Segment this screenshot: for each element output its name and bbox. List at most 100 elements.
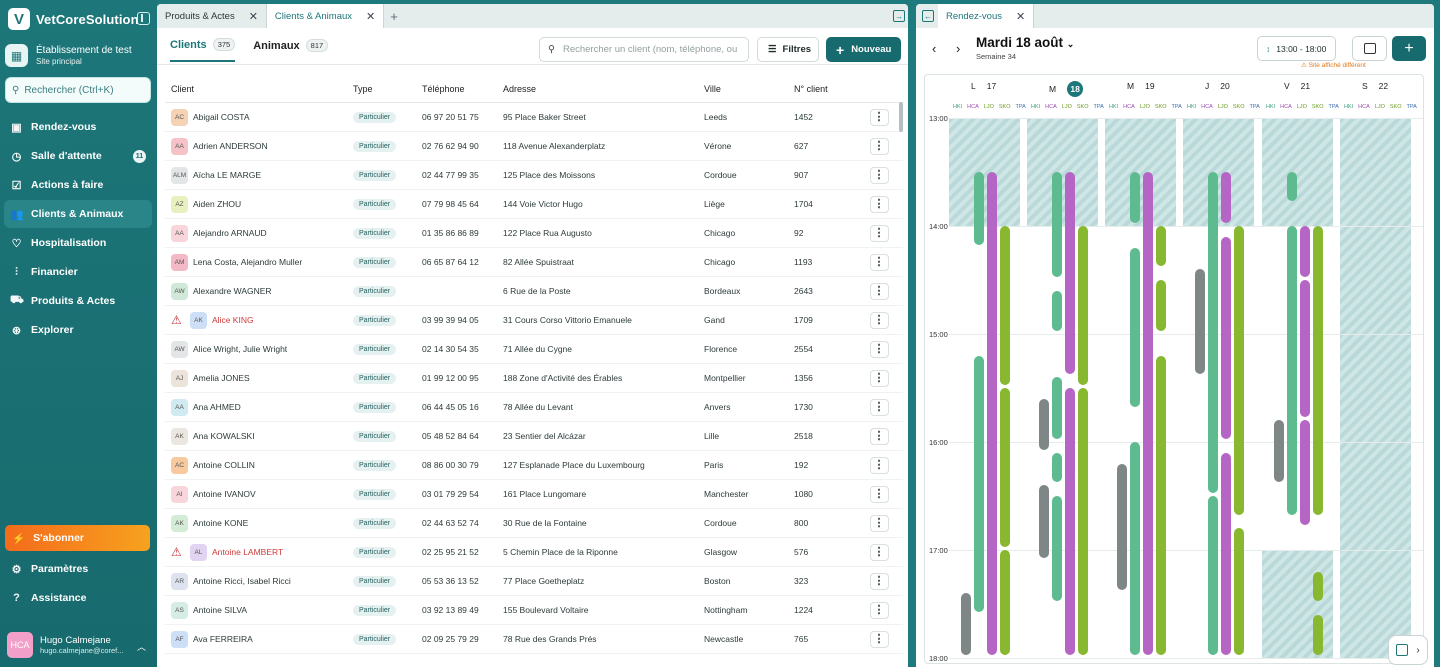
more-vertical-icon[interactable]: ⋮ <box>869 485 889 503</box>
day-header[interactable]: L 17 <box>971 81 996 91</box>
client-name[interactable]: Aiden ZHOU <box>193 199 242 209</box>
appointment-block[interactable] <box>1300 280 1310 418</box>
more-vertical-icon[interactable]: ⋮ <box>869 224 889 242</box>
appointment-block[interactable] <box>1300 226 1310 277</box>
appointment-block[interactable] <box>1234 528 1244 655</box>
sidebar-item-explorer[interactable]: ⊛ Explorer <box>4 316 152 344</box>
close-icon[interactable]: ✕ <box>1015 10 1026 23</box>
appointment-block[interactable] <box>1274 420 1284 483</box>
col-address[interactable]: Adresse <box>503 84 537 94</box>
table-row[interactable]: AA Adrien ANDERSON Particulier 02 76 62 94 … <box>165 132 903 161</box>
table-row[interactable]: ⚠ AK Alice KING Particulier 03 99 39 94 05 31… <box>165 306 903 335</box>
table-row[interactable]: AA Alejandro ARNAUD Particulier 01 35 86 86… <box>165 219 903 248</box>
table-row[interactable]: AZ Aiden ZHOU Particulier 07 79 98 45 64 144… <box>165 190 903 219</box>
client-name[interactable]: Ava FERREIRA <box>193 634 253 644</box>
sidebar-item-salle-attente[interactable]: ◷ Salle d'attente 11 <box>4 142 152 170</box>
day-header[interactable]: S 22 <box>1362 81 1388 91</box>
client-name[interactable]: Antoine IVANOV <box>193 489 256 499</box>
appointment-block[interactable] <box>1221 452 1231 655</box>
chevron-left-icon[interactable]: ‹ <box>932 41 937 56</box>
table-row[interactable]: AS Antoine SILVA Particulier 03 92 13 89 49… <box>165 596 903 625</box>
establishment-selector[interactable]: ▦ Établissement de test Site principal <box>5 44 132 67</box>
appointment-block[interactable] <box>1039 398 1049 450</box>
chevron-right-icon[interactable]: › <box>956 41 961 56</box>
appointment-block[interactable] <box>1039 485 1049 558</box>
col-city[interactable]: Ville <box>704 84 721 94</box>
more-vertical-icon[interactable]: ⋮ <box>869 340 889 358</box>
tab-clients[interactable]: Clients 375 <box>170 38 236 62</box>
sidebar-toggle-button[interactable] <box>1352 36 1387 61</box>
collapse-sidebar-icon[interactable] <box>137 12 150 25</box>
more-vertical-icon[interactable]: ⋮ <box>869 456 889 474</box>
tab-produits-actes[interactable]: Produits & Actes ✕ <box>157 4 267 28</box>
more-vertical-icon[interactable]: ⋮ <box>869 427 889 445</box>
col-type[interactable]: Type <box>353 84 373 94</box>
appointment-block[interactable] <box>974 172 984 245</box>
appointment-block[interactable] <box>1052 452 1062 483</box>
col-number[interactable]: N° client <box>794 84 828 94</box>
table-row[interactable]: AM Lena Costa, Alejandro Muller Particulie… <box>165 248 903 277</box>
scrollbar[interactable] <box>899 102 903 132</box>
client-name[interactable]: Antoine SILVA <box>193 605 248 615</box>
appointment-block[interactable] <box>1156 355 1166 655</box>
appointment-block[interactable] <box>987 172 997 547</box>
client-name[interactable]: Alejandro ARNAUD <box>193 228 267 238</box>
client-search-input[interactable]: ⚲ Rechercher un client (nom, téléphone, … <box>539 37 749 62</box>
appointment-block[interactable] <box>1052 496 1062 601</box>
appointment-block[interactable] <box>1208 496 1218 655</box>
current-date[interactable]: Mardi 18 août ⌄ <box>976 35 1074 50</box>
tab-clients-animaux[interactable]: Clients & Animaux ✕ <box>266 4 385 28</box>
client-name[interactable]: Antoine KONE <box>193 518 249 528</box>
table-row[interactable]: AI Antoine IVANOV Particulier 03 01 79 29 5… <box>165 480 903 509</box>
more-vertical-icon[interactable]: ⋮ <box>869 572 889 590</box>
more-vertical-icon[interactable]: ⋮ <box>869 398 889 416</box>
day-header[interactable]: M 18 <box>1049 81 1084 97</box>
appointment-block[interactable] <box>1130 172 1140 223</box>
appointment-block[interactable] <box>1143 172 1153 655</box>
sidebar-search[interactable]: ⚲ Rechercher (Ctrl+K) <box>5 77 151 103</box>
client-name[interactable]: Lena Costa, Alejandro Muller <box>193 257 303 267</box>
more-vertical-icon[interactable]: ⋮ <box>869 543 889 561</box>
client-name[interactable]: Abigail COSTA <box>193 112 250 122</box>
client-name[interactable]: Alexandre WAGNER <box>193 286 272 296</box>
appointment-block[interactable] <box>1156 280 1166 331</box>
day-header[interactable]: J 20 <box>1205 81 1230 91</box>
expand-pane-icon[interactable]: → <box>893 10 905 22</box>
appointment-block[interactable] <box>1287 172 1297 202</box>
filters-button[interactable]: ☰ Filtres <box>757 37 819 62</box>
time-range-selector[interactable]: ↕ 13:00 - 18:00 <box>1257 36 1336 61</box>
sidebar-item-produits[interactable]: ⛟ Produits & Actes <box>4 287 152 315</box>
appointment-block[interactable] <box>1052 172 1062 277</box>
table-row[interactable]: AW Alexandre WAGNER Particulier 6 Rue de la… <box>165 277 903 306</box>
more-vertical-icon[interactable]: ⋮ <box>869 282 889 300</box>
new-client-button[interactable]: + Nouveau <box>826 37 901 62</box>
sidebar-item-actions[interactable]: ☑ Actions à faire <box>4 171 152 199</box>
appointment-block[interactable] <box>1313 226 1323 515</box>
collapse-pane-icon[interactable]: ← <box>922 10 934 22</box>
more-vertical-icon[interactable]: ⋮ <box>869 514 889 532</box>
sidebar-item-financier[interactable]: ⫶ Financier <box>4 258 152 286</box>
appointment-block[interactable] <box>1208 172 1218 493</box>
appointment-block[interactable] <box>1130 247 1140 407</box>
appointment-block[interactable] <box>1300 420 1310 526</box>
appointment-block[interactable] <box>1052 377 1062 439</box>
tab-animaux[interactable]: Animaux 817 <box>253 38 329 62</box>
close-icon[interactable]: ✕ <box>366 10 376 23</box>
user-menu[interactable]: HCA Hugo Calmejane hugo.calmejane@coref.… <box>7 632 152 658</box>
appointment-block[interactable] <box>1065 388 1075 483</box>
client-name[interactable]: Antoine LAMBERT <box>212 547 284 557</box>
appointment-block[interactable] <box>1078 226 1088 385</box>
appointment-block[interactable] <box>1234 226 1244 515</box>
brand[interactable]: V VetCoreSolution <box>8 8 139 30</box>
table-row[interactable]: ALM Aïcha LE MARGE Particulier 02 44 77 99 … <box>165 161 903 190</box>
more-vertical-icon[interactable]: ⋮ <box>869 601 889 619</box>
appointment-block[interactable] <box>1313 614 1323 655</box>
table-row[interactable]: ⚠ AL Antoine LAMBERT Particulier 02 25 95 21… <box>165 538 903 567</box>
appointment-block[interactable] <box>1221 172 1231 223</box>
close-icon[interactable]: ✕ <box>248 10 258 23</box>
appointment-block[interactable] <box>1078 388 1088 655</box>
more-vertical-icon[interactable]: ⋮ <box>869 630 889 648</box>
client-name[interactable]: Adrien ANDERSON <box>193 141 268 151</box>
client-name[interactable]: Aïcha LE MARGE <box>193 170 262 180</box>
toggle-side-panel-button[interactable]: › <box>1388 635 1428 665</box>
